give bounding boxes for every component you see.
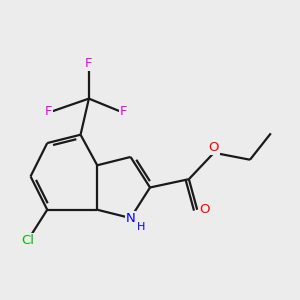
Text: F: F (45, 105, 52, 118)
Text: O: O (208, 141, 219, 154)
Text: Cl: Cl (21, 234, 34, 247)
Text: N: N (126, 212, 135, 225)
Text: H: H (137, 222, 145, 232)
Text: O: O (199, 203, 209, 216)
Text: F: F (85, 57, 93, 70)
Text: F: F (120, 105, 127, 118)
